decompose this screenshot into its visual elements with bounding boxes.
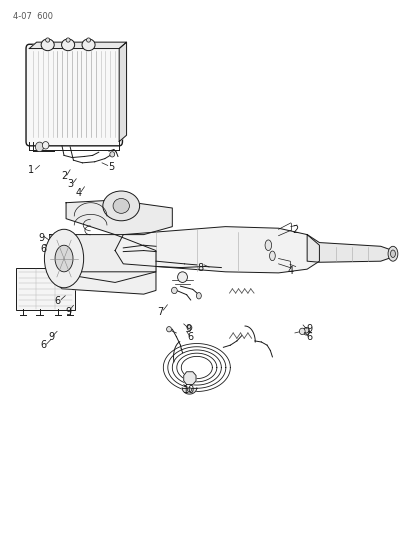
Ellipse shape — [41, 39, 54, 51]
Polygon shape — [49, 272, 155, 294]
Ellipse shape — [166, 327, 171, 332]
Ellipse shape — [82, 39, 95, 51]
FancyBboxPatch shape — [26, 44, 122, 146]
Text: 9: 9 — [306, 324, 312, 334]
Polygon shape — [115, 227, 319, 273]
Ellipse shape — [302, 328, 309, 335]
Ellipse shape — [389, 250, 394, 257]
Ellipse shape — [86, 38, 90, 42]
Text: 6: 6 — [306, 332, 312, 342]
Ellipse shape — [45, 38, 49, 42]
Text: 5: 5 — [108, 161, 114, 172]
Ellipse shape — [103, 191, 139, 221]
Text: 9: 9 — [38, 233, 45, 244]
Polygon shape — [119, 42, 126, 142]
Ellipse shape — [387, 246, 397, 261]
Polygon shape — [182, 387, 196, 394]
Ellipse shape — [265, 240, 271, 251]
Ellipse shape — [171, 287, 177, 294]
Ellipse shape — [187, 325, 191, 330]
Ellipse shape — [269, 251, 274, 261]
Text: 9: 9 — [65, 306, 71, 317]
Polygon shape — [306, 235, 392, 262]
Text: 10: 10 — [182, 385, 194, 395]
Polygon shape — [29, 42, 126, 49]
Text: 7: 7 — [157, 306, 163, 317]
Ellipse shape — [55, 245, 73, 272]
Ellipse shape — [66, 38, 70, 42]
Text: 6: 6 — [55, 296, 61, 306]
Text: 1: 1 — [28, 165, 34, 175]
Text: 6: 6 — [40, 244, 47, 254]
Text: 4-07  600: 4-07 600 — [13, 12, 53, 21]
Text: 9: 9 — [49, 332, 55, 342]
Text: 3: 3 — [67, 179, 73, 189]
Ellipse shape — [44, 229, 83, 288]
Ellipse shape — [177, 272, 187, 282]
Ellipse shape — [42, 142, 49, 149]
Text: 2: 2 — [61, 171, 67, 181]
Polygon shape — [49, 235, 155, 282]
Text: 2: 2 — [291, 225, 297, 236]
Polygon shape — [183, 372, 196, 384]
Ellipse shape — [303, 328, 308, 333]
Text: 6: 6 — [187, 332, 193, 342]
Ellipse shape — [61, 39, 74, 51]
Ellipse shape — [196, 293, 201, 299]
FancyBboxPatch shape — [16, 268, 75, 310]
Text: 8: 8 — [198, 263, 204, 272]
Ellipse shape — [35, 142, 43, 152]
Polygon shape — [66, 200, 172, 235]
Text: 6: 6 — [40, 340, 47, 350]
Text: 4: 4 — [287, 266, 293, 276]
Ellipse shape — [110, 152, 115, 157]
Ellipse shape — [299, 328, 304, 335]
Text: 4: 4 — [75, 188, 81, 198]
Ellipse shape — [187, 387, 191, 392]
Text: 9: 9 — [185, 324, 191, 334]
Ellipse shape — [113, 198, 129, 213]
